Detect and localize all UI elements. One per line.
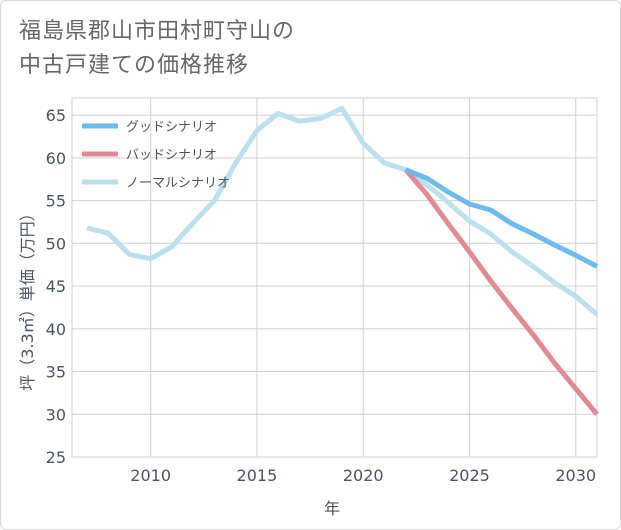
chart-title: 福島県郡山市田村町守山の 中古戸建ての価格推移 xyxy=(19,15,295,83)
y-tick-labels: 25 30 35 40 45 50 55 60 65 xyxy=(46,106,66,467)
x-tick-label: 2015 xyxy=(237,466,278,485)
chart-title-line-2: 中古戸建ての価格推移 xyxy=(19,53,250,78)
x-axis-label: 年 xyxy=(324,499,340,518)
y-tick-label: 40 xyxy=(46,320,66,339)
series-lines xyxy=(86,105,599,416)
bad-scenario-line xyxy=(403,168,599,416)
x-tick-label: 2020 xyxy=(343,466,384,485)
good-scenario-line xyxy=(404,167,599,269)
legend-good-scenario-label: グッドシナリオ xyxy=(126,120,217,135)
y-tick-label: 35 xyxy=(46,363,66,382)
y-tick-label: 55 xyxy=(46,192,66,211)
chart-title-line-1: 福島県郡山市田村町守山の xyxy=(19,19,296,44)
normal-scenario-line xyxy=(86,105,599,317)
y-tick-label: 45 xyxy=(46,277,66,296)
x-tick-label: 2030 xyxy=(555,466,596,485)
x-tick-label: 2010 xyxy=(130,466,171,485)
legend-bad-scenario-label: バッドシナリオ xyxy=(126,148,217,163)
x-tick-label: 2025 xyxy=(449,466,490,485)
x-tick-labels: 2010 2015 2020 2025 2030 xyxy=(130,466,596,485)
y-tick-label: 25 xyxy=(46,448,66,467)
y-tick-label: 60 xyxy=(46,149,66,168)
legend-normal-scenario-label: ノーマルシナリオ xyxy=(126,176,230,191)
grid-lines xyxy=(71,97,598,458)
y-tick-label: 50 xyxy=(46,234,66,253)
y-axis-label: 坪（3.3㎡）単価（万円） xyxy=(18,205,37,390)
y-tick-label: 65 xyxy=(46,106,66,125)
y-tick-label: 30 xyxy=(46,405,66,424)
